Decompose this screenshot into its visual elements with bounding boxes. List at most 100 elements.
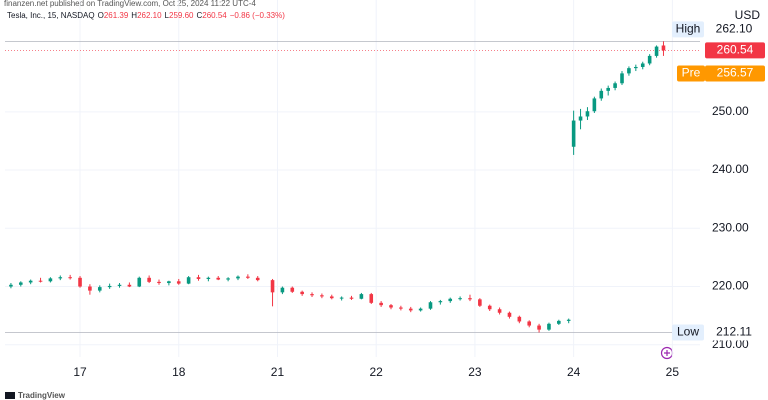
candle-body (78, 277, 82, 287)
candle-body (48, 278, 53, 282)
ohlc-value: 262.10 (137, 11, 162, 20)
candle-body (320, 295, 324, 297)
candle-body (117, 284, 122, 286)
pre-label: Pre (682, 66, 701, 80)
candle-body (137, 277, 142, 287)
candle-body (428, 302, 433, 309)
candle-body (389, 305, 393, 308)
candle-body (147, 277, 151, 282)
candle-body (280, 287, 285, 293)
candle-body (571, 120, 576, 147)
ohlc-value: 261.39 (104, 11, 129, 20)
x-tick-label: 18 (172, 365, 186, 379)
last-price: 260.54 (717, 43, 754, 57)
candle-body (216, 277, 221, 280)
candle-body (418, 308, 423, 311)
candle-body (379, 302, 383, 306)
x-tick-label: 23 (468, 365, 482, 379)
candle-body (88, 286, 92, 291)
candle-body (310, 294, 314, 296)
candle-body (38, 280, 43, 282)
candle-body (176, 281, 181, 284)
candle-body (28, 280, 33, 283)
candle-body (290, 287, 295, 292)
candle-body (18, 282, 23, 285)
candle-body (487, 305, 492, 310)
candle-body (566, 319, 571, 321)
candle-body (448, 298, 453, 302)
x-tick-label: 22 (370, 365, 384, 379)
pre-value: 256.57 (717, 66, 754, 80)
last-price-box (705, 42, 765, 59)
candle-body (478, 299, 482, 306)
candle-body (399, 307, 403, 309)
pre-label-box (677, 65, 705, 82)
x-tick-label: 25 (666, 365, 680, 379)
y-tick-label: 230.00 (712, 220, 749, 234)
candle-body (592, 98, 597, 112)
candle-body (517, 316, 522, 322)
candle-body (408, 308, 413, 311)
publisher-note: finanzen.net published on TradingView.co… (4, 0, 256, 8)
candle-body (557, 320, 561, 324)
candle-body (599, 90, 604, 99)
candle-body (620, 73, 624, 84)
event-icon-plus (664, 350, 670, 356)
candle-body (537, 325, 541, 330)
candle-body (339, 297, 344, 299)
footer-brand: TradingView (18, 391, 66, 400)
ohlc-key: C (196, 11, 202, 20)
candle-body (458, 298, 462, 300)
candle-body (97, 287, 102, 291)
candle-body (196, 277, 201, 279)
candle-body (349, 297, 354, 299)
ohlc-key: L (165, 11, 170, 20)
x-tick-label: 24 (567, 365, 581, 379)
y-tick-label: 240.00 (712, 162, 749, 176)
candle-body (226, 278, 230, 280)
candle-body (507, 312, 512, 317)
candle-body (9, 284, 13, 287)
candle-body (585, 111, 590, 117)
x-tick-label: 21 (271, 365, 285, 379)
currency: USD (735, 8, 761, 22)
candle-body (300, 291, 304, 295)
change: −0.86 (−0.33%) (230, 11, 285, 20)
footer-logo (5, 392, 15, 399)
high-value-box (705, 21, 763, 38)
candle-body (654, 46, 659, 56)
low-label-box (672, 324, 704, 341)
candle-body (369, 294, 374, 303)
candle-body (613, 83, 617, 88)
ohlc-value: 260.54 (202, 11, 227, 20)
low-value-box (705, 324, 763, 341)
candle-body (58, 277, 63, 279)
candle-body (640, 63, 645, 67)
candle-body (127, 284, 132, 287)
candle-body (329, 296, 334, 299)
high-label-box (672, 21, 704, 38)
candle-body (578, 116, 583, 121)
candle-body (606, 87, 610, 91)
candle-body (270, 280, 275, 293)
low-label: Low (677, 325, 699, 339)
candle-body (627, 68, 631, 74)
candle-body (68, 277, 72, 279)
candle-body (255, 277, 260, 281)
candle-body (246, 276, 250, 278)
high-value: 262.10 (716, 22, 753, 36)
candle-body (661, 45, 666, 51)
candle-body (468, 298, 472, 300)
candle-body (634, 66, 638, 69)
pre-value-box (705, 65, 765, 82)
candle-body (647, 55, 652, 64)
x-tick-label: 17 (73, 365, 87, 379)
candle-body (157, 281, 161, 284)
ohlc-value: 259.60 (169, 11, 194, 20)
candle-body (547, 323, 551, 330)
candle-body (107, 285, 112, 288)
symbol: Tesla, Inc., 15, NASDAQ (7, 11, 95, 20)
candle-body (236, 276, 240, 279)
